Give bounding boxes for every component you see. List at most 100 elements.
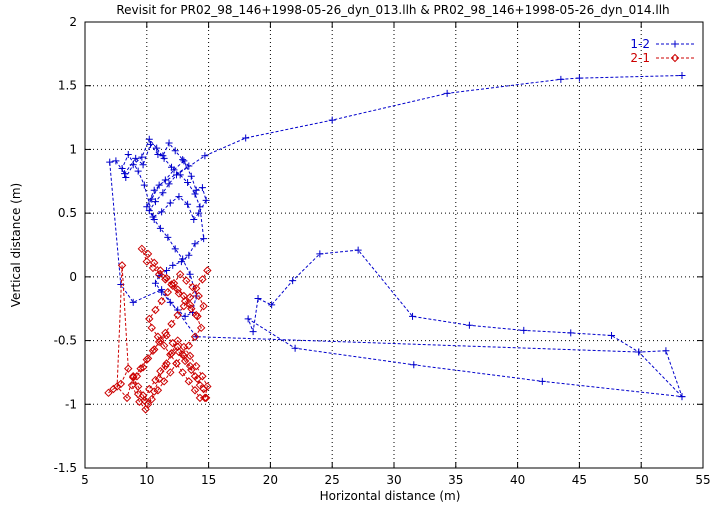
plot-frame xyxy=(84,21,704,469)
data-point xyxy=(147,394,156,404)
data-point xyxy=(608,331,616,339)
data-point xyxy=(575,74,583,82)
data-point xyxy=(162,331,171,340)
x-tick-label: 35 xyxy=(448,473,463,487)
data-point xyxy=(291,344,299,352)
data-point xyxy=(196,323,206,333)
data-point xyxy=(161,176,169,184)
x-tick-label: 20 xyxy=(263,473,278,487)
data-point xyxy=(185,162,193,170)
legend-label: 1-2 xyxy=(630,37,650,51)
x-tick-label: 25 xyxy=(325,473,340,487)
y-tick-label: -1 xyxy=(65,397,77,411)
data-point xyxy=(195,209,203,217)
data-point xyxy=(156,266,165,275)
x-tick-label: 40 xyxy=(510,473,525,487)
data-point xyxy=(198,184,206,192)
series-1-2 xyxy=(106,72,686,401)
data-point xyxy=(635,348,643,356)
data-point xyxy=(163,287,173,297)
data-point xyxy=(171,245,179,253)
data-point xyxy=(150,258,159,268)
data-point xyxy=(154,374,164,384)
data-point xyxy=(162,273,171,283)
data-point xyxy=(182,276,191,285)
data-point xyxy=(151,305,160,315)
data-point xyxy=(138,391,148,400)
data-point xyxy=(145,314,154,324)
data-point xyxy=(201,393,211,403)
y-axis-label: Vertical distance (m) xyxy=(9,183,23,307)
data-point xyxy=(168,163,176,171)
data-point xyxy=(128,373,138,382)
data-point xyxy=(186,270,194,278)
data-point xyxy=(465,321,473,329)
data-point xyxy=(158,208,166,216)
data-point xyxy=(164,233,172,241)
data-point xyxy=(175,270,185,279)
data-point xyxy=(124,364,133,373)
data-point xyxy=(159,189,167,197)
data-point xyxy=(167,319,176,329)
data-point xyxy=(191,190,199,198)
data-point xyxy=(179,255,187,263)
data-point xyxy=(185,300,195,310)
data-point xyxy=(151,279,159,287)
data-point xyxy=(156,224,164,232)
data-point xyxy=(194,291,203,301)
data-point xyxy=(184,377,194,386)
data-point xyxy=(139,161,147,169)
data-point xyxy=(662,347,670,355)
data-point xyxy=(198,275,207,284)
data-point xyxy=(143,249,153,259)
data-point xyxy=(117,261,127,270)
data-point xyxy=(289,277,297,285)
data-point xyxy=(184,179,192,187)
data-point xyxy=(179,301,189,311)
data-point xyxy=(138,153,146,161)
data-point xyxy=(172,171,180,179)
data-point xyxy=(193,312,202,321)
data-point xyxy=(192,361,201,371)
data-point xyxy=(150,186,158,194)
data-point xyxy=(112,382,122,391)
data-point xyxy=(410,361,418,369)
data-point xyxy=(156,366,165,376)
y-tick-label: -0.5 xyxy=(54,334,77,348)
data-point xyxy=(190,332,200,341)
data-point xyxy=(106,158,114,166)
data-point xyxy=(165,180,173,188)
data-point xyxy=(179,156,187,164)
data-point xyxy=(153,144,161,152)
data-point xyxy=(185,351,195,361)
data-point xyxy=(167,349,176,358)
data-point xyxy=(174,306,182,314)
data-point xyxy=(678,72,686,80)
data-point xyxy=(178,368,187,377)
data-point xyxy=(178,350,187,359)
data-point xyxy=(244,315,252,323)
data-point xyxy=(200,393,210,403)
x-tick-label: 30 xyxy=(386,473,401,487)
data-point xyxy=(173,285,182,294)
data-point xyxy=(112,157,120,165)
data-point xyxy=(203,266,212,275)
data-point xyxy=(173,336,182,345)
data-point xyxy=(104,388,113,398)
data-point xyxy=(185,361,195,371)
data-point xyxy=(520,326,528,334)
data-point xyxy=(173,310,182,320)
x-tick-label: 10 xyxy=(139,473,154,487)
data-point xyxy=(538,377,546,385)
data-point xyxy=(184,341,194,350)
data-point xyxy=(160,154,168,162)
data-point xyxy=(148,263,158,273)
data-point xyxy=(354,246,362,254)
data-point xyxy=(155,181,163,189)
data-point xyxy=(161,361,170,371)
data-point xyxy=(142,257,152,266)
y-tick-label: -1.5 xyxy=(54,461,77,475)
data-point xyxy=(180,157,188,165)
x-tick-label: 5 xyxy=(81,473,89,487)
